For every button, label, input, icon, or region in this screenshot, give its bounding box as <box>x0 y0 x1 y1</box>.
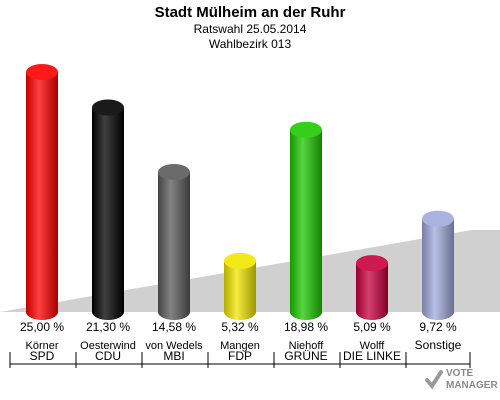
category-axis <box>9 352 471 368</box>
party-label: GRÜNE <box>284 349 327 363</box>
chart-subtitle: Ratswahl 25.05.2014 <box>193 22 307 36</box>
value-label: 5,09 % <box>353 320 391 334</box>
party-label: MBI <box>163 349 184 363</box>
bar-fdp <box>224 252 256 320</box>
party-label: SPD <box>30 349 55 363</box>
bar-top <box>26 64 58 80</box>
chart-title: Stadt Mülheim an der Ruhr <box>154 4 346 21</box>
bar-body <box>290 129 322 320</box>
candidate-label: Wolff <box>360 340 386 352</box>
value-label: 9,72 % <box>419 320 457 334</box>
bar-top <box>224 252 256 269</box>
bar-body <box>158 172 190 320</box>
candidate-label: Oesterwind <box>80 340 136 352</box>
party-label: DIE LINKE <box>343 349 401 363</box>
candidate-label: von Wedels <box>145 340 203 352</box>
logo-text: VOTE MANAGER <box>446 368 498 392</box>
bar-body <box>356 263 388 320</box>
value-label: 5,32 % <box>221 320 259 334</box>
value-label: 21,30 % <box>86 320 130 334</box>
bar-sonstige <box>422 210 454 320</box>
bar-top <box>356 255 388 272</box>
bar-die-linke <box>356 255 388 320</box>
value-label: 18,98 % <box>284 320 328 334</box>
bar-body <box>92 107 124 321</box>
candidate-label: Körner <box>25 340 58 352</box>
value-label: 25,00 % <box>20 320 64 334</box>
bar-top <box>422 210 454 227</box>
bar-mbi <box>158 164 190 320</box>
logo-line-1: VOTE <box>446 368 474 379</box>
value-label: 14,58 % <box>152 320 196 334</box>
district-label: Wahlbezirk 013 <box>208 37 292 51</box>
bar-cdu <box>92 99 124 321</box>
logo-line-2: MANAGER <box>446 380 498 391</box>
bar-top <box>290 121 322 138</box>
party-label: Sonstige <box>415 338 462 352</box>
bar-top <box>92 99 124 116</box>
party-label: FDP <box>228 349 252 363</box>
bar-grüne <box>290 121 322 320</box>
bar-body <box>422 218 454 320</box>
bars-group <box>26 64 454 321</box>
party-label: CDU <box>95 349 121 363</box>
candidate-label: Mangen <box>220 340 260 352</box>
bar-top <box>158 164 190 181</box>
candidate-label: Niehoff <box>289 340 325 352</box>
bar-spd <box>26 64 58 320</box>
chart-titles: Stadt Mülheim an der Ruhr Ratswahl 25.05… <box>0 4 500 52</box>
bar-body <box>224 260 256 320</box>
bar-body <box>26 72 58 320</box>
check-icon <box>425 370 443 390</box>
vote-manager-logo: VOTE MANAGER <box>424 366 498 396</box>
